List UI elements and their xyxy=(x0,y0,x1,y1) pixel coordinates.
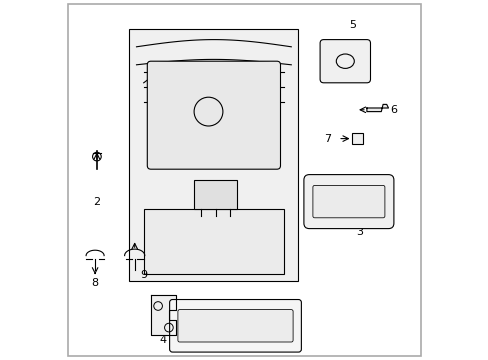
Text: 7: 7 xyxy=(323,134,330,144)
Bar xyxy=(194,180,237,209)
FancyBboxPatch shape xyxy=(303,175,393,229)
Text: 1: 1 xyxy=(260,332,267,342)
FancyBboxPatch shape xyxy=(312,185,384,218)
Text: 4: 4 xyxy=(160,335,167,345)
Text: 3: 3 xyxy=(355,227,363,237)
Text: 9: 9 xyxy=(140,270,147,280)
Polygon shape xyxy=(366,104,387,112)
Text: 8: 8 xyxy=(91,278,99,288)
FancyBboxPatch shape xyxy=(178,310,292,342)
Text: 5: 5 xyxy=(348,20,355,30)
Text: 2: 2 xyxy=(93,197,100,207)
Text: 6: 6 xyxy=(389,105,397,115)
FancyBboxPatch shape xyxy=(169,300,301,352)
FancyBboxPatch shape xyxy=(147,61,280,169)
FancyBboxPatch shape xyxy=(320,40,370,83)
Polygon shape xyxy=(151,295,176,335)
Bar xyxy=(129,29,298,281)
Bar xyxy=(352,133,363,144)
Bar xyxy=(143,209,284,274)
